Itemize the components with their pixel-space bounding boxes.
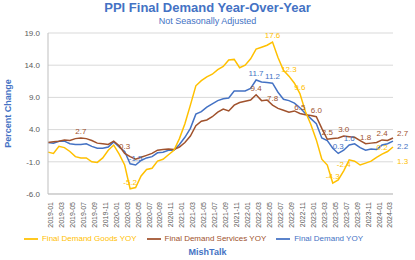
svg-text:1.8: 1.8: [360, 133, 372, 142]
svg-text:2020-03: 2020-03: [124, 202, 131, 228]
svg-text:2020-05: 2020-05: [135, 202, 142, 228]
svg-text:2.5: 2.5: [322, 128, 334, 137]
svg-text:2023-03: 2023-03: [321, 202, 328, 228]
svg-text:7.8: 7.8: [267, 94, 279, 103]
svg-text:2020-07: 2020-07: [146, 202, 153, 228]
svg-text:2019-07: 2019-07: [80, 202, 87, 228]
svg-text:2021-05: 2021-05: [200, 202, 207, 228]
svg-text:3.0: 3.0: [338, 125, 350, 134]
svg-text:19.0: 19.0: [24, 29, 40, 38]
svg-text:11.2: 11.2: [265, 72, 281, 81]
svg-text:-4.3: -4.3: [326, 172, 340, 181]
svg-text:2019-11: 2019-11: [102, 202, 109, 227]
html-text:Not Seasonally Adjusted: Not Seasonally Adjusted: [158, 16, 257, 26]
svg-text:2021-09: 2021-09: [222, 202, 229, 228]
svg-text:2023-09: 2023-09: [354, 202, 361, 228]
svg-text:0.2: 0.2: [376, 143, 388, 152]
svg-text:2022-09: 2022-09: [288, 202, 295, 228]
svg-text:0.3: 0.3: [333, 142, 345, 151]
svg-text:2020-09: 2020-09: [156, 202, 163, 228]
svg-text:-5.2: -5.2: [123, 178, 137, 187]
svg-text:2023-07: 2023-07: [343, 202, 350, 228]
svg-text:6.0: 6.0: [311, 106, 323, 115]
svg-text:2022-05: 2022-05: [266, 202, 273, 228]
svg-text:2.7: 2.7: [75, 127, 87, 136]
svg-text:2021-03: 2021-03: [189, 202, 196, 228]
svg-text:2024-01: 2024-01: [376, 202, 383, 228]
html-text:Final Demand Goods YOY: Final Demand Goods YOY: [42, 234, 137, 244]
svg-text:Percent Change: Percent Change: [8, 79, 13, 148]
svg-text:12.3: 12.3: [281, 65, 297, 74]
svg-text:1.3: 1.3: [397, 157, 407, 166]
svg-text:9.6: 9.6: [294, 83, 306, 92]
svg-text:2023-11: 2023-11: [365, 202, 372, 227]
svg-text:17.6: 17.6: [265, 31, 281, 40]
svg-text:2020-11: 2020-11: [167, 202, 174, 227]
svg-text:9.4: 9.4: [251, 84, 263, 93]
svg-text:9.0: 9.0: [29, 93, 41, 102]
svg-text:2022-11: 2022-11: [299, 202, 306, 227]
svg-text:2020-01: 2020-01: [113, 202, 120, 228]
svg-text:2022-03: 2022-03: [255, 202, 262, 228]
svg-text:0.3: 0.3: [119, 142, 131, 151]
svg-text:2019-05: 2019-05: [69, 202, 76, 228]
html-text:PPI Final Demand Year-Over-Yea: PPI Final Demand Year-Over-Year: [104, 0, 311, 15]
svg-text:2021-11: 2021-11: [233, 202, 240, 227]
svg-text:14.0: 14.0: [24, 61, 40, 70]
svg-text:4.0: 4.0: [29, 125, 41, 134]
svg-text:2.2: 2.2: [397, 142, 407, 151]
svg-text:2022-01: 2022-01: [244, 202, 251, 228]
html-text:Final Demand YOY: Final Demand YOY: [294, 234, 363, 244]
svg-text:2021-01: 2021-01: [178, 202, 185, 228]
svg-text:2023-01: 2023-01: [310, 202, 317, 228]
svg-text:2019-01: 2019-01: [47, 202, 54, 228]
svg-text:-6.0: -6.0: [26, 190, 40, 199]
svg-text:6.5: 6.5: [294, 103, 306, 112]
svg-text:-1.0: -1.0: [26, 158, 40, 167]
html-text:MishTalk: MishTalk: [188, 247, 227, 257]
svg-text:-2.4: -2.4: [337, 160, 351, 169]
svg-text:2022-07: 2022-07: [277, 202, 284, 228]
svg-text:2.7: 2.7: [397, 129, 407, 138]
html-text:Final Demand Services YOY: Final Demand Services YOY: [164, 234, 267, 244]
svg-text:2019-09: 2019-09: [91, 202, 98, 228]
svg-text:2.4: 2.4: [376, 129, 388, 138]
svg-text:2023-05: 2023-05: [332, 202, 339, 228]
svg-text:1.6: 1.6: [344, 134, 356, 143]
svg-text:2024-03: 2024-03: [386, 202, 393, 228]
svg-text:11.7: 11.7: [249, 69, 265, 78]
svg-text:2021-07: 2021-07: [211, 202, 218, 228]
svg-text:2019-03: 2019-03: [58, 202, 65, 228]
svg-text:-1.5: -1.5: [129, 154, 143, 163]
